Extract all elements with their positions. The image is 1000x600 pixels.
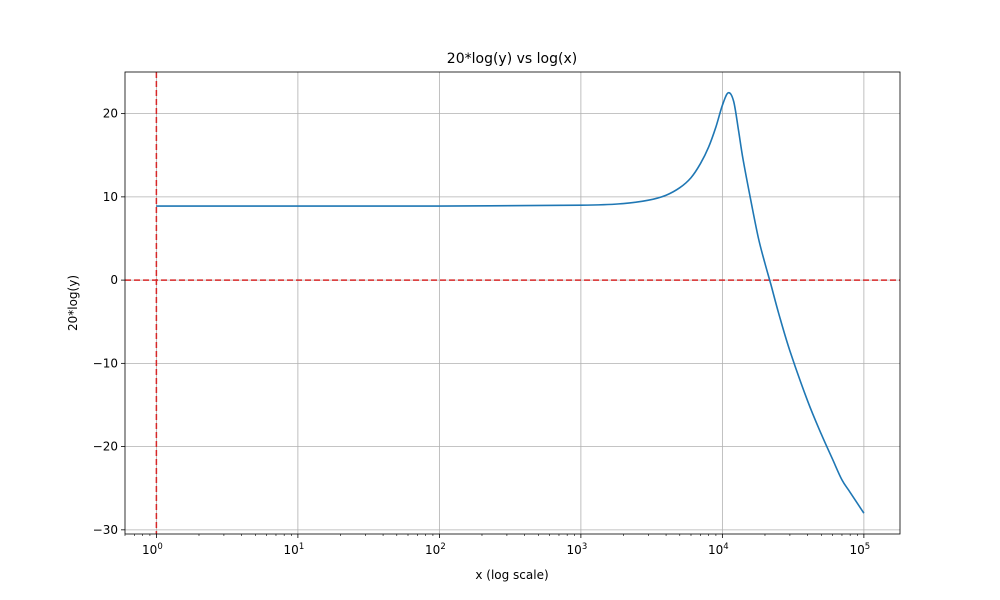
x-axis-label: x (log scale) xyxy=(475,568,548,582)
y-tick-label: 20 xyxy=(103,107,118,121)
y-tick-label: −30 xyxy=(93,523,118,537)
chart-title: 20*log(y) vs log(x) xyxy=(447,51,577,67)
y-tick-label: −20 xyxy=(93,440,118,454)
y-axis-label: 20*log(y) xyxy=(66,275,80,331)
x-tick-label: 101 xyxy=(284,542,305,557)
x-tick-label: 103 xyxy=(567,542,588,557)
x-tick-label: 100 xyxy=(142,542,163,557)
reference-lines xyxy=(125,72,900,534)
grid xyxy=(125,72,900,534)
x-tick-label: 102 xyxy=(425,542,446,557)
series-layer xyxy=(156,91,865,514)
series-line xyxy=(156,91,865,514)
plot-frame xyxy=(124,71,901,535)
y-tick-label: −10 xyxy=(93,356,118,370)
x-tick-label: 104 xyxy=(708,542,729,557)
y-tick-label: 10 xyxy=(103,190,118,204)
x-tick-label: 105 xyxy=(850,542,871,557)
y-tick-label: 0 xyxy=(110,273,118,287)
